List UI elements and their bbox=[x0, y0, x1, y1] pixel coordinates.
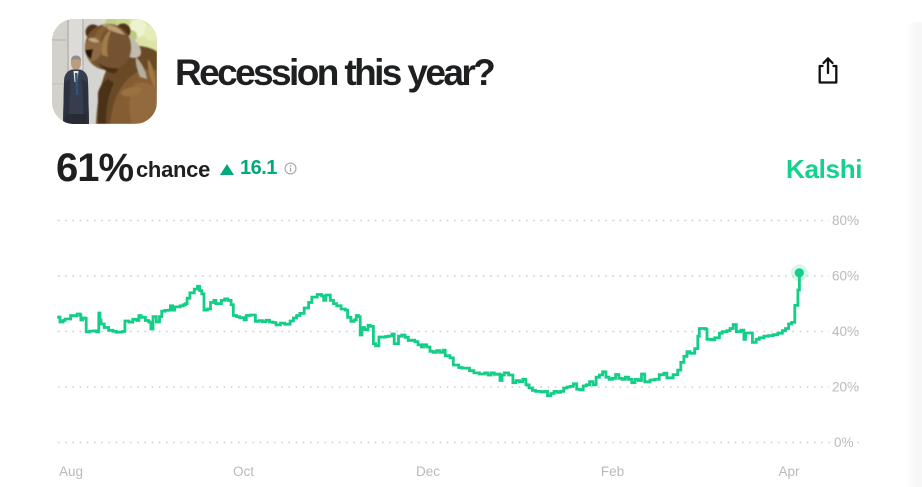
svg-text:Feb: Feb bbox=[601, 464, 624, 479]
svg-text:0%: 0% bbox=[834, 435, 854, 450]
svg-text:Aug: Aug bbox=[59, 464, 83, 479]
svg-text:40%: 40% bbox=[832, 324, 859, 339]
svg-text:Dec: Dec bbox=[416, 464, 440, 479]
svg-text:Apr: Apr bbox=[778, 464, 800, 479]
svg-text:Oct: Oct bbox=[233, 464, 254, 479]
svg-text:80%: 80% bbox=[832, 213, 859, 228]
svg-text:20%: 20% bbox=[832, 380, 859, 395]
svg-text:60%: 60% bbox=[832, 269, 859, 284]
